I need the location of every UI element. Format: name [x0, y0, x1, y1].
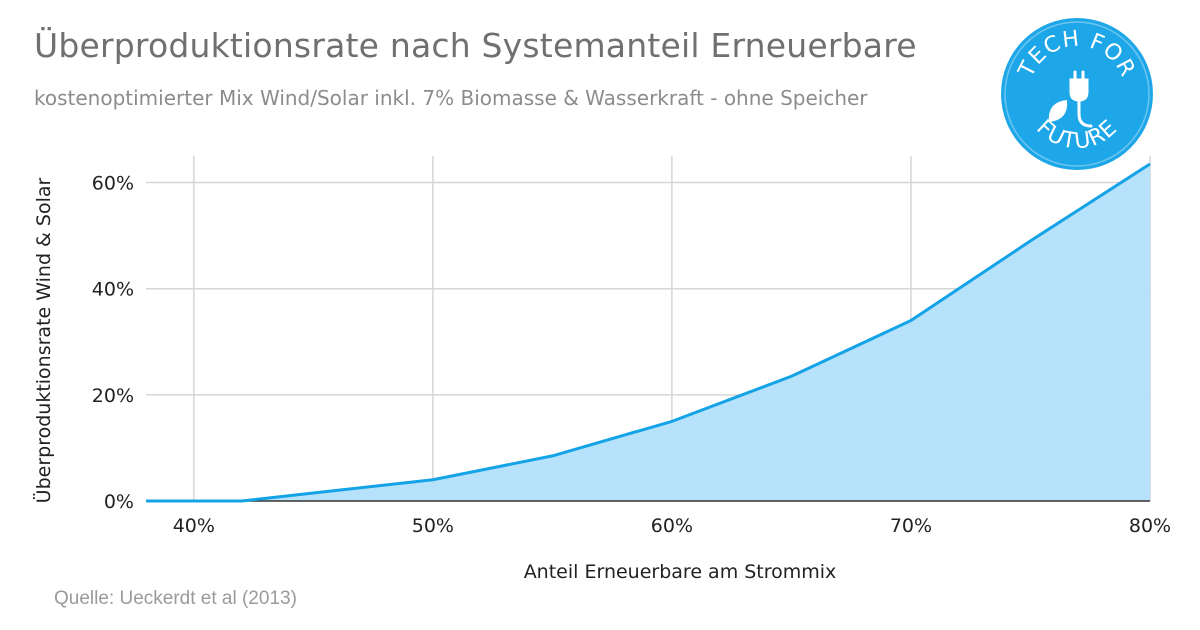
y-tick-label: 60%	[92, 173, 134, 195]
y-axis-label: Überproduktionsrate Wind & Solar	[32, 177, 55, 503]
plug-leaf-icon	[1048, 70, 1093, 128]
x-tick-label: 70%	[890, 515, 932, 537]
y-tick-label: 20%	[92, 385, 134, 407]
chart-title: Überproduktionsrate nach Systemanteil Er…	[34, 26, 917, 65]
area-fill	[146, 163, 1150, 501]
y-tick-label: 0%	[104, 491, 134, 513]
x-tick-label: 80%	[1129, 515, 1171, 537]
x-tick-label: 50%	[412, 515, 454, 537]
x-tick-label: 40%	[173, 515, 215, 537]
source-note: Quelle: Ueckerdt et al (2013)	[54, 588, 297, 609]
x-tick-label: 60%	[651, 515, 693, 537]
x-axis-label: Anteil Erneuerbare am Strommix	[524, 561, 837, 583]
tick-layer: 40% 50% 60% 70% 80% 0% 20% 40% 60%	[92, 173, 1171, 537]
chart-subtitle: kostenoptimierter Mix Wind/Solar inkl. 7…	[34, 86, 868, 110]
tech-for-future-logo: TECH FOR FUTURE	[1001, 18, 1153, 170]
area-layer	[145, 162, 1151, 503]
y-tick-label: 40%	[92, 279, 134, 301]
series-line	[146, 162, 1151, 503]
